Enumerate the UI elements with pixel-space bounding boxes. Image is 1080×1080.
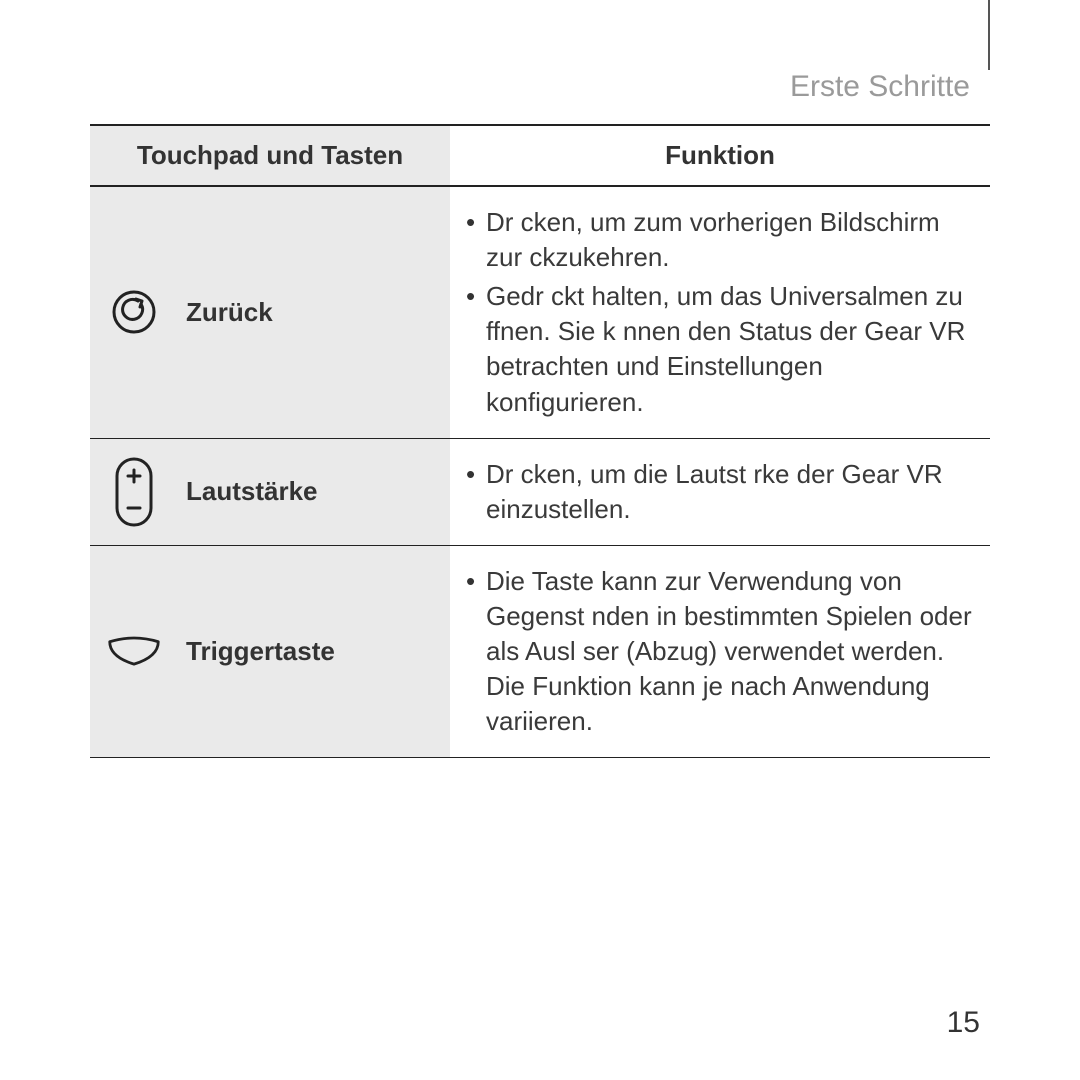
function-item: Gedr ckt halten, um das Universalmen zu … (466, 279, 974, 419)
volume-icon (106, 456, 162, 528)
manual-page: Erste Schritte Touchpad und Tasten Funkt… (0, 0, 1080, 1080)
section-breadcrumb: Erste Schritte (90, 70, 990, 104)
header-rule (988, 0, 990, 70)
back-icon (106, 289, 162, 335)
control-label-cell: Triggertaste (90, 545, 450, 757)
table-row: Triggertaste Die Taste kann zur Verwendu… (90, 545, 990, 757)
table-header-row: Touchpad und Tasten Funktion (90, 125, 990, 186)
function-item: Die Taste kann zur Verwendung von Gegens… (466, 564, 974, 739)
function-cell: Die Taste kann zur Verwendung von Gegens… (450, 545, 990, 757)
control-label: Triggertaste (186, 634, 335, 669)
table-row: Lautstärke Dr cken, um die Lautst rke de… (90, 438, 990, 545)
controls-table: Touchpad und Tasten Funktion (90, 124, 990, 758)
trigger-icon (106, 635, 162, 669)
page-number: 15 (947, 1006, 980, 1040)
control-label-cell: Zurück (90, 186, 450, 438)
col-header-function: Funktion (450, 125, 990, 186)
table-row: Zurück Dr cken, um zum vorherigen Bildsc… (90, 186, 990, 438)
function-cell: Dr cken, um zum vorherigen Bildschirm zu… (450, 186, 990, 438)
col-header-controls: Touchpad und Tasten (90, 125, 450, 186)
function-item: Dr cken, um die Lautst rke der Gear VR e… (466, 457, 974, 527)
function-item: Dr cken, um zum vorherigen Bildschirm zu… (466, 205, 974, 275)
function-cell: Dr cken, um die Lautst rke der Gear VR e… (450, 438, 990, 545)
control-label: Zurück (186, 295, 273, 330)
control-label: Lautstärke (186, 474, 318, 509)
control-label-cell: Lautstärke (90, 438, 450, 545)
